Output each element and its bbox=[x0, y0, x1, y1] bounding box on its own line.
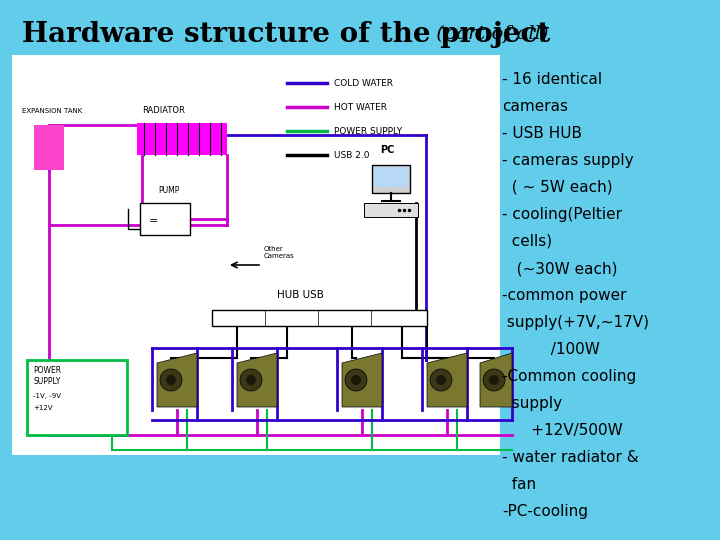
Text: supply: supply bbox=[502, 396, 562, 411]
Circle shape bbox=[351, 375, 361, 385]
Circle shape bbox=[489, 375, 499, 385]
Text: supply(+7V,~17V): supply(+7V,~17V) bbox=[502, 315, 649, 330]
Bar bbox=[34, 125, 64, 170]
Text: SUPPLY: SUPPLY bbox=[33, 377, 60, 386]
Text: - water radiator &: - water radiator & bbox=[502, 450, 639, 465]
Text: POWER: POWER bbox=[33, 366, 61, 375]
Circle shape bbox=[160, 369, 182, 391]
Text: -common power: -common power bbox=[502, 288, 626, 303]
Bar bbox=[140, 203, 190, 235]
Text: -PC-cooling: -PC-cooling bbox=[502, 504, 588, 519]
Text: cameras: cameras bbox=[502, 99, 568, 114]
Text: EXPANSION TANK: EXPANSION TANK bbox=[22, 108, 82, 114]
Polygon shape bbox=[157, 353, 197, 407]
Text: (~30W each): (~30W each) bbox=[502, 261, 618, 276]
Polygon shape bbox=[427, 353, 467, 407]
Text: -Common cooling: -Common cooling bbox=[502, 369, 636, 384]
Text: PC: PC bbox=[380, 145, 395, 155]
Bar bbox=[212, 310, 427, 326]
Bar bbox=[372, 165, 410, 193]
Text: ( ~ 5W each): ( ~ 5W each) bbox=[502, 180, 613, 195]
Polygon shape bbox=[237, 353, 277, 407]
Polygon shape bbox=[342, 353, 382, 407]
Circle shape bbox=[483, 369, 505, 391]
Bar bbox=[364, 203, 418, 217]
Text: Hardware structure of the project: Hardware structure of the project bbox=[22, 21, 550, 48]
Circle shape bbox=[166, 375, 176, 385]
Text: - cooling(Peltier: - cooling(Peltier bbox=[502, 207, 622, 222]
Circle shape bbox=[430, 369, 452, 391]
Text: /100W: /100W bbox=[502, 342, 600, 357]
Text: - cameras supply: - cameras supply bbox=[502, 153, 634, 168]
Text: =: = bbox=[149, 216, 158, 226]
Text: POWER SUPPLY: POWER SUPPLY bbox=[334, 126, 402, 136]
Bar bbox=[12, 55, 500, 455]
Bar bbox=[27, 360, 127, 435]
Text: HUB USB: HUB USB bbox=[277, 290, 324, 300]
Circle shape bbox=[345, 369, 367, 391]
Text: - 16 identical: - 16 identical bbox=[502, 72, 602, 87]
Text: Other
Cameras: Other Cameras bbox=[264, 246, 294, 259]
Circle shape bbox=[240, 369, 262, 391]
Text: HOT WATER: HOT WATER bbox=[334, 103, 387, 111]
Text: (part of all): (part of all) bbox=[430, 25, 549, 43]
Text: cells): cells) bbox=[502, 234, 552, 249]
Text: +12V/500W: +12V/500W bbox=[502, 423, 623, 438]
Text: PUMP: PUMP bbox=[158, 186, 179, 195]
Text: -1V, -9V: -1V, -9V bbox=[33, 393, 61, 399]
Text: fan: fan bbox=[502, 477, 536, 492]
Circle shape bbox=[246, 375, 256, 385]
Polygon shape bbox=[480, 353, 512, 407]
Circle shape bbox=[436, 375, 446, 385]
Text: USB 2.0: USB 2.0 bbox=[334, 151, 369, 159]
Bar bbox=[137, 123, 227, 155]
Text: COLD WATER: COLD WATER bbox=[334, 78, 393, 87]
Bar bbox=[374, 167, 408, 187]
Text: +12V: +12V bbox=[33, 405, 53, 411]
Text: - USB HUB: - USB HUB bbox=[502, 126, 582, 141]
Text: RADIATOR: RADIATOR bbox=[142, 106, 185, 115]
